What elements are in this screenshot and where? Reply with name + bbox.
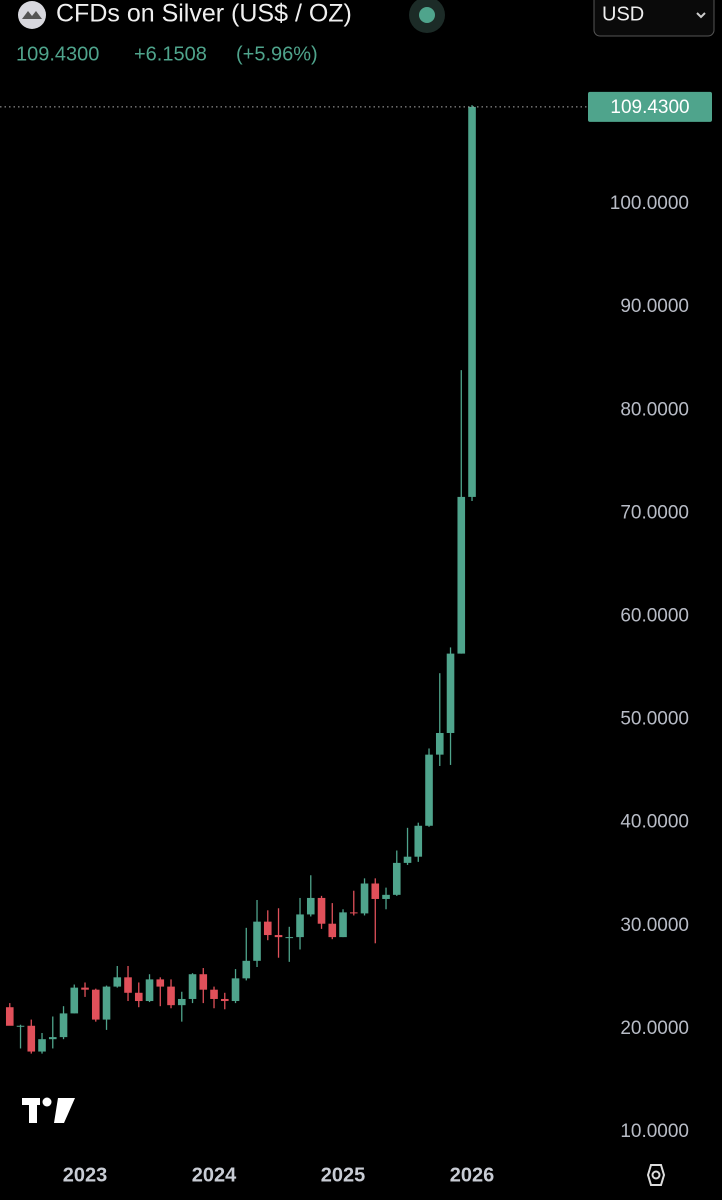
candle-body bbox=[360, 883, 369, 914]
candle-body bbox=[253, 921, 261, 961]
currency-select[interactable] bbox=[593, 0, 715, 37]
y-tick-label: 60.0000 bbox=[620, 606, 689, 627]
candle-body bbox=[382, 894, 390, 899]
candle-body bbox=[5, 1007, 14, 1026]
candle-body bbox=[371, 883, 380, 899]
candle-body bbox=[59, 1013, 68, 1038]
candle-body bbox=[177, 998, 186, 1006]
tv-logo bbox=[22, 1097, 75, 1123]
candle-body bbox=[199, 974, 208, 990]
x-tick-label: 2026 bbox=[450, 1164, 495, 1186]
y-tick-label: 70.0000 bbox=[620, 502, 689, 523]
status-dot bbox=[419, 7, 435, 23]
settings-icon[interactable] bbox=[646, 1164, 666, 1186]
candle-body bbox=[38, 1039, 46, 1052]
candle-body bbox=[242, 960, 251, 979]
candle-body bbox=[285, 937, 294, 939]
candle-body bbox=[317, 897, 326, 924]
candle-body bbox=[220, 998, 229, 1002]
price-change-pct: (+5.96%) bbox=[236, 43, 318, 65]
y-tick-label: 40.0000 bbox=[620, 812, 689, 833]
candle-body bbox=[231, 978, 240, 1002]
symbol-glyph bbox=[22, 11, 42, 19]
candle-body bbox=[339, 912, 347, 938]
candle-body bbox=[16, 1025, 25, 1027]
candle-body bbox=[446, 653, 455, 733]
candle-body bbox=[263, 921, 272, 936]
candle-body bbox=[414, 825, 423, 857]
y-tick-label: 80.0000 bbox=[620, 399, 689, 420]
last-price-badge bbox=[588, 91, 712, 122]
candle-body bbox=[296, 914, 304, 938]
candle-body bbox=[113, 977, 122, 987]
last-price-label: 109.4300 bbox=[610, 97, 689, 118]
x-tick-label: 2024 bbox=[192, 1164, 237, 1186]
candle-body bbox=[145, 979, 154, 1002]
candle-body bbox=[306, 897, 315, 915]
x-tick-label: 2025 bbox=[321, 1164, 366, 1186]
candle-body bbox=[48, 1037, 57, 1040]
candle-body bbox=[328, 923, 337, 938]
y-tick-label: 30.0000 bbox=[620, 915, 689, 936]
candle-body bbox=[274, 935, 283, 938]
symbol-title: CFDs on Silver (US$ / OZ) bbox=[56, 0, 352, 28]
candle-body bbox=[392, 862, 401, 895]
y-tick-label: 20.0000 bbox=[620, 1018, 689, 1039]
candle-body bbox=[102, 986, 111, 1020]
candle-body bbox=[210, 989, 218, 999]
y-tick-label: 10.0000 bbox=[620, 1121, 689, 1142]
candle-body bbox=[468, 106, 476, 497]
candle-body bbox=[435, 732, 444, 755]
dropdown-arrow bbox=[696, 12, 706, 19]
y-tick-label: 90.0000 bbox=[620, 296, 689, 317]
candle-body bbox=[70, 987, 79, 1014]
price-change: +6.1508 bbox=[134, 43, 207, 65]
candle-body bbox=[91, 989, 100, 1020]
candle-body bbox=[425, 754, 433, 826]
candle-body bbox=[457, 496, 466, 654]
candle-body bbox=[124, 977, 132, 993]
currency-label: USD bbox=[602, 3, 644, 25]
candle-body bbox=[403, 856, 412, 863]
x-tick-label: 2023 bbox=[63, 1164, 108, 1186]
symbol-icon bbox=[18, 1, 46, 29]
candle-body bbox=[156, 979, 165, 987]
last-price: 109.4300 bbox=[16, 43, 99, 65]
candle-body bbox=[188, 974, 197, 999]
candle-body bbox=[134, 992, 143, 1002]
candle-body bbox=[167, 986, 175, 1006]
y-tick-label: 50.0000 bbox=[620, 709, 689, 730]
candle-body bbox=[27, 1025, 36, 1052]
candle-body bbox=[81, 987, 89, 990]
y-tick-label: 100.0000 bbox=[610, 193, 689, 214]
candle-body bbox=[349, 912, 358, 914]
